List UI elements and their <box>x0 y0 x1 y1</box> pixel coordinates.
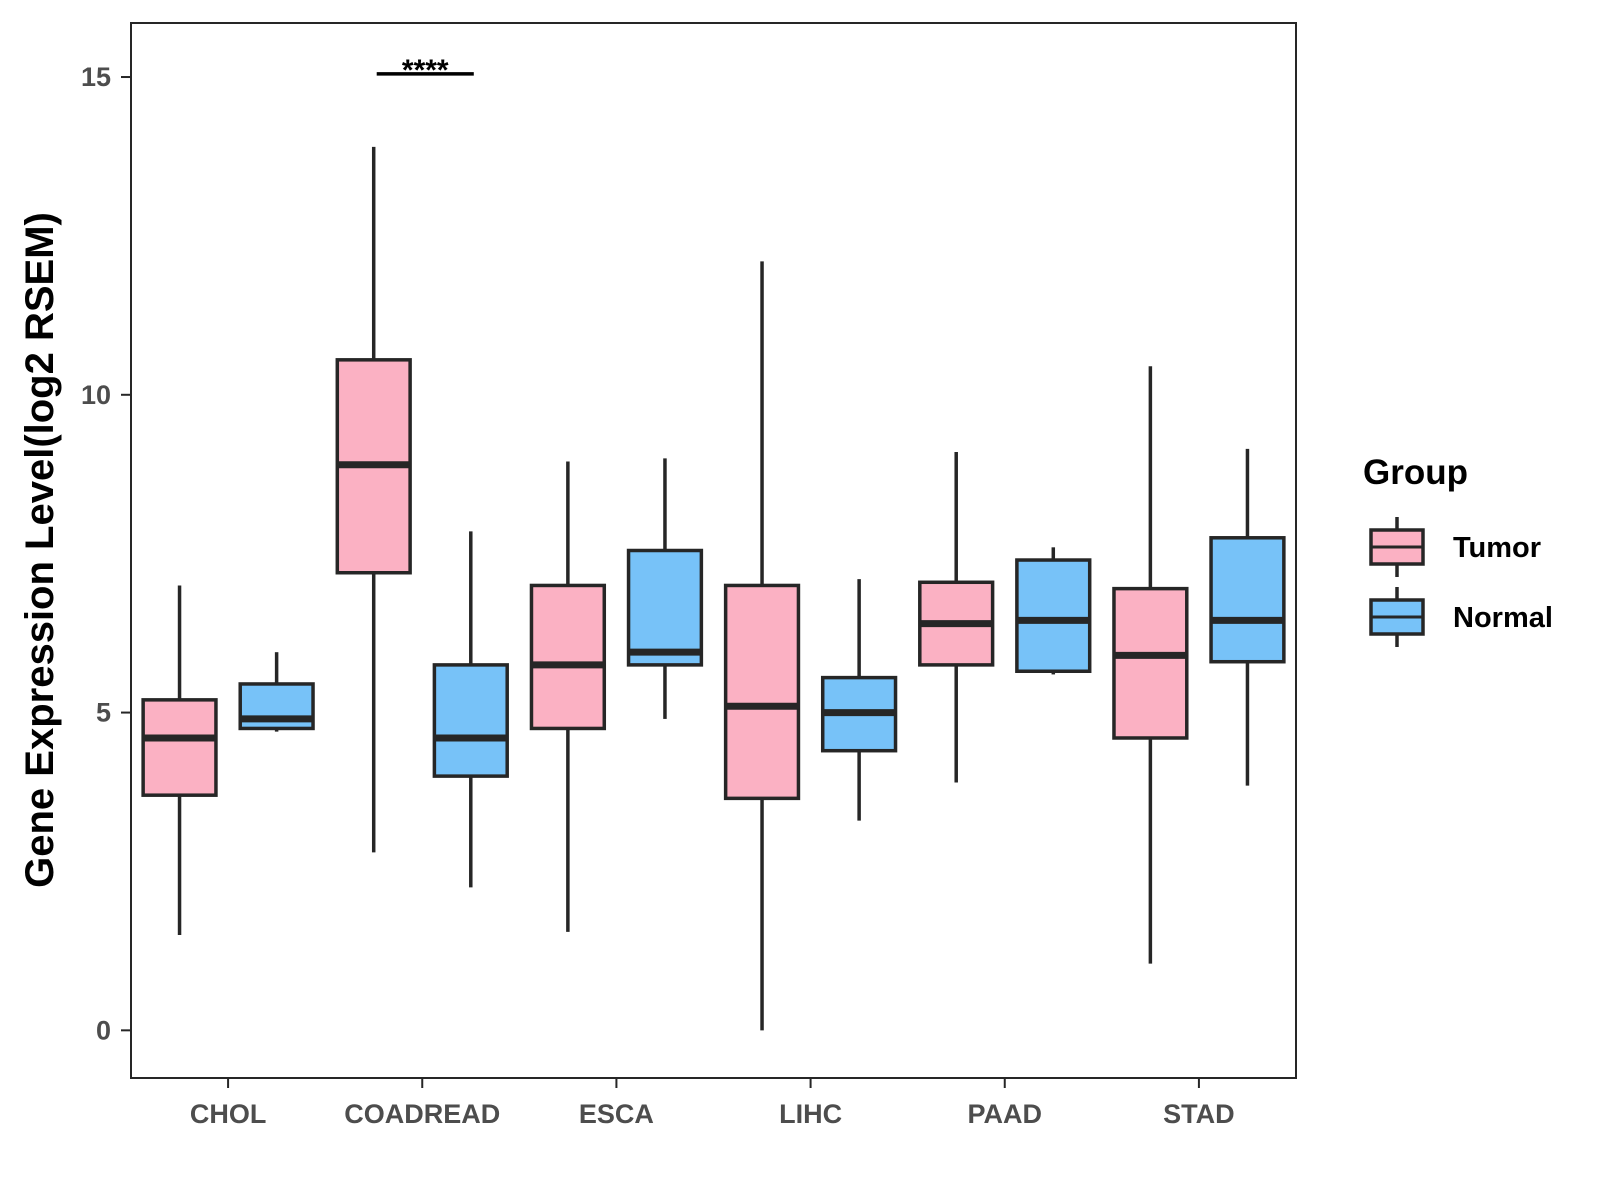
box-iqr <box>1015 558 1092 674</box>
significance-label: **** <box>402 54 449 87</box>
box-tumor-stad <box>1112 366 1189 964</box>
box-normal-paad <box>1015 547 1092 675</box>
x-tick-label: CHOL <box>190 1099 267 1129</box>
box-iqr <box>1209 536 1286 664</box>
box-tumor-chol <box>141 585 218 936</box>
box-normal-lihc <box>820 579 898 821</box>
y-tick-label: 5 <box>96 698 111 728</box>
y-tick-label: 15 <box>81 62 111 92</box>
box-iqr <box>1112 586 1189 740</box>
significance-annotations: **** <box>376 54 474 87</box>
legend-entry-tumor: Tumor <box>1369 517 1541 577</box>
box-normal-esca <box>626 458 704 719</box>
box-iqr <box>626 548 704 667</box>
legend: Group Tumor Normal <box>1363 453 1553 647</box>
x-axis: CHOL COADREAD ESCA LIHC PAAD STAD <box>190 1078 1235 1129</box>
box-tumor-lihc <box>723 261 801 1031</box>
box-normal-stad <box>1209 448 1286 786</box>
box-iqr <box>723 583 801 801</box>
legend-label: Tumor <box>1453 532 1541 564</box>
box-normal-chol <box>238 652 315 732</box>
x-tick-label: COADREAD <box>344 1099 500 1129</box>
y-axis: 0 5 10 15 <box>81 62 131 1045</box>
x-tick-label: ESCA <box>579 1099 654 1129</box>
box-normal-coadread <box>432 531 509 888</box>
box-tumor-coadread <box>335 146 412 853</box>
box-iqr <box>141 698 218 797</box>
legend-entry-normal: Normal <box>1369 587 1553 647</box>
x-tick-label: STAD <box>1163 1099 1235 1129</box>
x-tick-label: PAAD <box>967 1099 1042 1129</box>
legend-title: Group <box>1363 453 1468 492</box>
y-axis-title: Gene Expression Level(log2 RSEM) <box>18 212 62 888</box>
y-tick-label: 10 <box>81 380 111 410</box>
box-tumor-paad <box>918 451 995 783</box>
plot-panel <box>130 22 1297 1079</box>
box-tumor-esca <box>529 461 607 932</box>
box-layer <box>141 146 1286 1031</box>
y-tick-label: 0 <box>96 1015 111 1045</box>
box-iqr <box>529 583 607 731</box>
box-iqr <box>432 663 509 778</box>
legend-label: Normal <box>1453 602 1553 634</box>
x-tick-label: LIHC <box>779 1099 842 1129</box>
